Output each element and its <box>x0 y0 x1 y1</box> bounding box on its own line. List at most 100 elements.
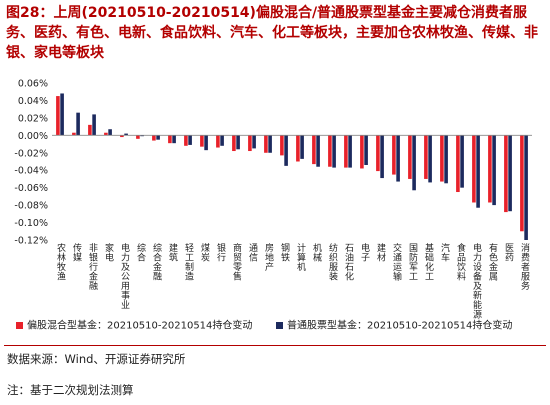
y-tick-label: 0.00% <box>18 131 48 142</box>
bar-s2 <box>508 135 512 212</box>
x-category-label: 煤炭 <box>199 242 210 262</box>
bar-s2 <box>252 135 256 149</box>
x-category-label: 农林牧渔 <box>55 242 66 281</box>
bar-s1 <box>472 135 476 203</box>
bar-s1 <box>264 135 268 153</box>
bar-s2 <box>172 135 176 144</box>
bar-s2 <box>92 114 96 136</box>
x-category-label: 国防军工 <box>407 243 418 281</box>
bar-s2 <box>492 135 496 206</box>
bar-s1 <box>328 135 332 167</box>
bar-s2 <box>300 135 304 159</box>
bar-s1 <box>504 135 508 213</box>
x-category-label: 非银行金融 <box>87 242 98 291</box>
bar-s1 <box>344 135 348 168</box>
bar-s1 <box>440 135 444 182</box>
bar-s1 <box>248 135 252 152</box>
bar-s2 <box>412 135 416 191</box>
bar-s2 <box>156 135 160 140</box>
x-category-label: 电子 <box>359 242 370 262</box>
bar-s1 <box>136 135 140 139</box>
x-category-label: 传媒 <box>71 242 82 262</box>
bar-s2 <box>396 135 400 182</box>
x-category-label: 计算机 <box>295 242 306 272</box>
chart-title: 图28：上周(20210510-20210514)偏股混合/普通股票型基金主要减… <box>6 5 538 61</box>
x-category-label: 纺织服装 <box>327 242 338 281</box>
bar-s1 <box>392 135 396 175</box>
x-category-label: 石油石化 <box>343 243 354 281</box>
legend-swatch-s2 <box>276 322 283 329</box>
y-tick-label: 0.04% <box>18 96 48 107</box>
x-category-label: 钢铁 <box>279 242 290 262</box>
bar-s2 <box>268 135 272 153</box>
x-category-label: 汽车 <box>439 242 450 262</box>
x-category-label: 电力及公用事业 <box>119 242 130 310</box>
y-tick-label: 0.06% <box>18 79 48 90</box>
x-category-label: 建筑 <box>167 242 178 262</box>
bar-s2 <box>364 135 368 165</box>
bar-s1 <box>216 135 220 148</box>
x-category-label: 通信 <box>247 243 258 262</box>
bar-s2 <box>428 135 432 183</box>
bar-s2 <box>108 129 112 136</box>
bar-s1 <box>200 135 204 147</box>
y-tick-label: 0.02% <box>18 113 48 124</box>
bar-s1 <box>168 135 172 144</box>
x-category-label: 建材 <box>375 242 386 262</box>
y-tick-label: -0.12% <box>14 236 48 247</box>
bar-s1 <box>376 135 380 172</box>
bar-s1 <box>424 135 428 179</box>
x-category-label: 有色金属 <box>487 242 498 281</box>
bar-s2 <box>220 135 224 146</box>
x-category-label: 消费者服务 <box>519 242 530 291</box>
x-category-label: 机械 <box>311 242 322 262</box>
y-tick-label: -0.06% <box>14 183 48 194</box>
x-category-label: 综合金融 <box>151 242 162 281</box>
x-category-label: 房地产 <box>263 242 274 272</box>
y-tick-label: -0.10% <box>14 218 48 229</box>
bar-s1 <box>232 135 236 152</box>
bar-s1 <box>56 96 60 136</box>
legend-label-s1: 偏股混合型基金：20210510-20210514持仓变动 <box>27 319 252 332</box>
bar-s1 <box>152 135 156 141</box>
bar-s2 <box>204 135 208 151</box>
bar-s2 <box>380 135 384 179</box>
separator-rule <box>4 345 546 346</box>
bar-s1 <box>296 135 300 162</box>
x-category-label: 交通运输 <box>391 242 402 281</box>
y-tick-label: -0.02% <box>14 148 48 159</box>
bar-s1 <box>104 132 108 136</box>
x-category-label: 商贸零售 <box>231 242 242 281</box>
bar-s2 <box>476 135 480 208</box>
method-note: 注：基于二次规划法测算 <box>7 383 134 397</box>
bar-s2 <box>460 135 464 188</box>
legend-label-s2: 普通股票型基金：20210510-20210514持仓变动 <box>287 319 512 332</box>
bar-s1 <box>88 124 92 136</box>
bar-s1 <box>456 135 460 193</box>
bar-s2 <box>188 135 192 145</box>
bar-s2 <box>348 135 352 168</box>
bar-s1 <box>280 135 284 156</box>
bar-s2 <box>60 93 64 136</box>
x-category-label: 医药 <box>503 243 514 262</box>
y-tick-label: -0.04% <box>14 166 48 177</box>
bar-s2 <box>124 133 128 136</box>
x-category-label: 电力设备及新能源 <box>471 242 482 319</box>
bar-s1 <box>184 135 188 146</box>
bar-s2 <box>524 135 528 240</box>
x-category-label: 综合 <box>135 242 146 262</box>
bar-s2 <box>76 112 80 136</box>
bar-s2 <box>140 135 144 137</box>
bar-s1 <box>408 135 412 179</box>
y-tick-label: -0.08% <box>14 201 48 212</box>
data-source-note: 数据来源：Wind、开源证券研究所 <box>7 352 186 366</box>
x-category-label: 基础化工 <box>423 242 434 281</box>
bar-chart: 0.06% 0.04% 0.02% 0.00% -0.02% -0.04% -0.06% -0… <box>14 79 532 332</box>
bar-s1 <box>312 135 316 165</box>
bar-s1 <box>72 132 76 136</box>
x-category-label: 家电 <box>103 242 114 262</box>
legend-swatch-s1 <box>16 322 23 329</box>
bar-s1 <box>360 135 364 169</box>
bar-s2 <box>284 135 288 166</box>
x-category-label: 银行 <box>215 242 226 262</box>
